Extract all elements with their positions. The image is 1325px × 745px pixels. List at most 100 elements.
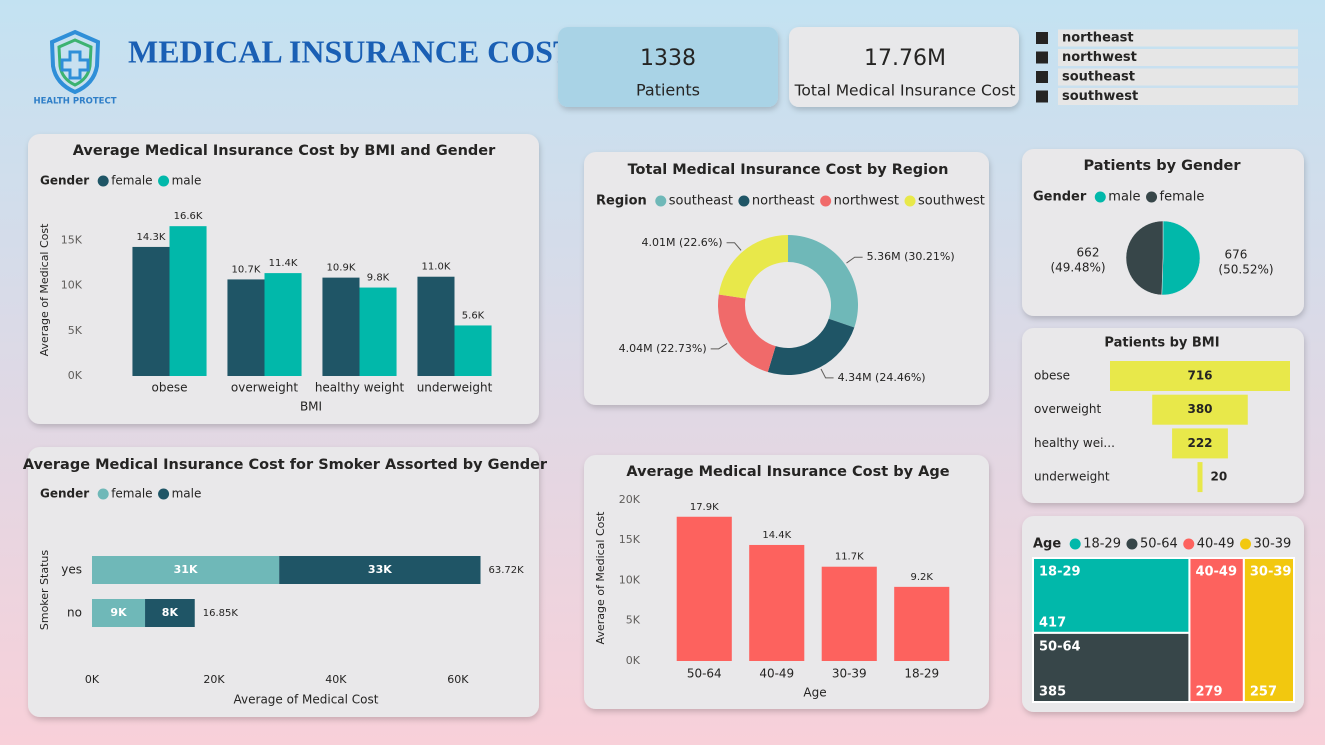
x-tick-label: underweight	[417, 381, 493, 395]
data-label: 662	[1077, 246, 1100, 260]
data-label: 31K	[174, 563, 198, 576]
treemap-tile	[1242, 557, 1295, 703]
y-tick-label: 0K	[626, 654, 641, 667]
y-tick-label: 15K	[61, 234, 83, 247]
legend-label: southwest	[918, 194, 985, 209]
legend-marker	[97, 488, 109, 500]
slicer-item-bg[interactable]	[1058, 49, 1298, 66]
x-axis-label: Average of Medical Cost	[234, 693, 379, 707]
x-tick-label: 18-29	[904, 667, 939, 681]
tile-label: 50-64	[1039, 639, 1081, 654]
slicer-item[interactable]: southeast	[1062, 70, 1135, 85]
legend-marker	[158, 488, 170, 500]
card	[584, 152, 989, 405]
legend-label: southeast	[669, 194, 733, 209]
slicer-checkbox[interactable]	[1036, 90, 1048, 103]
legend-title: Age	[1033, 537, 1061, 552]
bar	[227, 279, 265, 376]
leader-line	[846, 256, 863, 264]
data-label: 17.9K	[690, 502, 719, 513]
y-tick-label: 15K	[619, 533, 641, 546]
bar	[359, 287, 397, 376]
y-tick-label: no	[67, 606, 82, 620]
bar	[894, 586, 950, 661]
slicer-checkbox[interactable]	[1036, 32, 1048, 44]
tile-value: 257	[1250, 685, 1277, 700]
legend-marker	[158, 175, 170, 187]
data-label: 14.4K	[762, 530, 791, 541]
data-label: 9.2K	[911, 572, 934, 583]
tile-value: 417	[1039, 615, 1066, 630]
tile-label: 18-29	[1039, 565, 1081, 580]
legend-label: 30-39	[1254, 537, 1292, 552]
leader-line	[726, 242, 742, 251]
tile-label: 40-49	[1195, 565, 1237, 580]
legend-label: 18-29	[1083, 537, 1121, 552]
donut-slice	[718, 235, 788, 299]
leader-line	[710, 343, 728, 350]
legend-title: Gender	[1033, 190, 1087, 205]
bar	[676, 516, 732, 661]
funnel-bar	[1172, 428, 1228, 459]
legend-label: male	[172, 174, 202, 188]
legend-label: northwest	[834, 194, 899, 209]
category-label: underweight	[1034, 470, 1110, 484]
legend-marker	[97, 175, 109, 187]
x-tick-label: 60K	[447, 673, 469, 686]
data-label: 16.6K	[174, 211, 203, 222]
x-tick-label: 0K	[85, 673, 100, 686]
bar	[264, 273, 302, 376]
x-tick-label: 20K	[203, 673, 225, 686]
data-label: 20	[1211, 470, 1228, 484]
data-label: 676	[1225, 247, 1248, 261]
x-tick-label: obese	[152, 381, 188, 395]
bar	[132, 246, 170, 376]
legend-label: male	[172, 487, 202, 501]
data-label: 380	[1187, 402, 1212, 416]
data-label: 11.0K	[422, 262, 451, 273]
legend-marker	[820, 195, 832, 207]
y-tick-label: 5K	[626, 614, 641, 627]
legend-marker	[1240, 538, 1252, 550]
page-title: MEDICAL INSURANCE COST	[128, 33, 574, 69]
total-label: 63.72K	[489, 565, 525, 576]
data-label: (49.48%)	[1050, 261, 1105, 275]
legend-marker	[655, 195, 667, 207]
logo-text: HEALTH PROTECT	[33, 97, 116, 107]
y-tick-label: 5K	[68, 324, 83, 337]
bar	[169, 226, 207, 376]
donut-slice	[767, 318, 855, 376]
y-tick-label: yes	[61, 563, 82, 577]
bar	[145, 599, 195, 627]
slicer-item-bg[interactable]	[1058, 68, 1298, 86]
slicer-item-bg[interactable]	[1058, 29, 1298, 47]
legend-title: Gender	[40, 487, 89, 501]
x-axis-label: BMI	[300, 400, 322, 414]
funnel-bar	[1197, 462, 1203, 493]
category-label: healthy wei...	[1034, 436, 1115, 450]
x-axis-label: Age	[803, 686, 826, 700]
data-label: 33K	[368, 563, 392, 576]
kpi-label: Total Medical Insurance Cost	[794, 82, 1016, 100]
data-label: 4.04M (22.73%)	[619, 342, 707, 355]
data-label: 4.01M (22.6%)	[642, 236, 723, 249]
bar	[92, 599, 146, 627]
bar	[454, 325, 492, 376]
chart-title: Patients by Gender	[1084, 158, 1242, 174]
data-label: 4.34M (24.46%)	[838, 371, 926, 384]
treemap-tile	[1032, 557, 1191, 634]
chart-title: Total Medical Insurance Cost by Region	[628, 162, 949, 178]
legend-title: Region	[596, 194, 647, 209]
slicer-checkbox[interactable]	[1036, 51, 1048, 64]
slicer-item-bg[interactable]	[1058, 88, 1298, 105]
slicer-item[interactable]: northwest	[1062, 50, 1137, 65]
data-label: 5.36M (30.21%)	[867, 250, 955, 263]
chart-title: Average Medical Insurance Cost for Smoke…	[23, 457, 548, 473]
slicer-item[interactable]: northeast	[1062, 31, 1134, 46]
slicer-checkbox[interactable]	[1036, 71, 1048, 83]
logo	[49, 29, 101, 95]
slicer-item[interactable]: southwest	[1062, 89, 1138, 104]
data-label: 14.3K	[137, 232, 166, 243]
